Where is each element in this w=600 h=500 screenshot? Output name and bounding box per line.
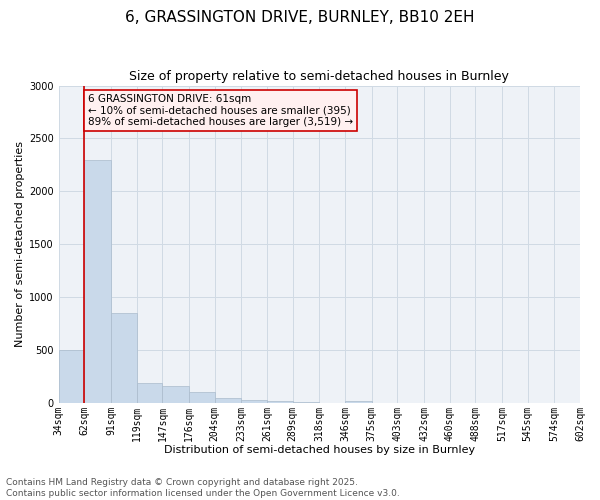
Text: 6, GRASSINGTON DRIVE, BURNLEY, BB10 2EH: 6, GRASSINGTON DRIVE, BURNLEY, BB10 2EH: [125, 10, 475, 25]
Bar: [137, 383, 163, 403]
Bar: [215, 398, 241, 403]
Bar: [267, 400, 293, 403]
Bar: [189, 392, 215, 403]
Bar: [111, 313, 137, 403]
Bar: [59, 350, 85, 403]
Y-axis label: Number of semi-detached properties: Number of semi-detached properties: [15, 141, 25, 347]
Bar: [163, 386, 189, 403]
X-axis label: Distribution of semi-detached houses by size in Burnley: Distribution of semi-detached houses by …: [164, 445, 475, 455]
Title: Size of property relative to semi-detached houses in Burnley: Size of property relative to semi-detach…: [130, 70, 509, 83]
Text: 6 GRASSINGTON DRIVE: 61sqm
← 10% of semi-detached houses are smaller (395)
89% o: 6 GRASSINGTON DRIVE: 61sqm ← 10% of semi…: [88, 94, 353, 127]
Text: Contains HM Land Registry data © Crown copyright and database right 2025.
Contai: Contains HM Land Registry data © Crown c…: [6, 478, 400, 498]
Bar: [293, 402, 319, 403]
Bar: [345, 400, 371, 403]
Bar: [241, 400, 267, 403]
Bar: [85, 160, 111, 403]
